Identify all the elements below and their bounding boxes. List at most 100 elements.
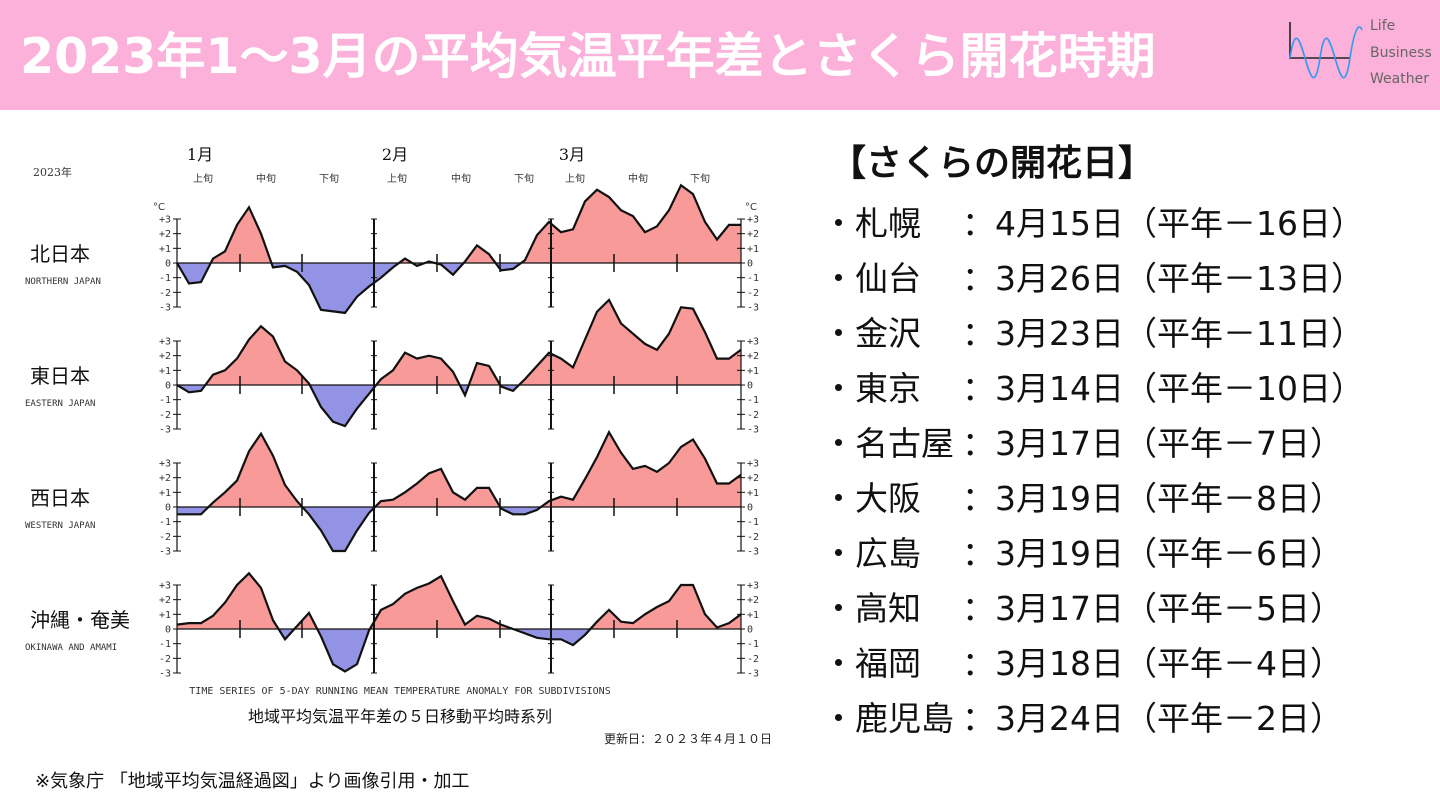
area-positive xyxy=(177,573,741,629)
y-tick-label: 0 xyxy=(747,625,753,636)
y-tick-label: +3 xyxy=(159,459,171,470)
y-tick-label: +1 xyxy=(159,244,171,255)
y-tick-label: -3 xyxy=(159,425,171,436)
caption-en: TIME SERIES OF 5-DAY RUNNING MEAN TEMPER… xyxy=(189,686,610,697)
area-negative xyxy=(177,385,741,427)
caption-ja: 地域平均気温平年差の５日移動平均時系列 xyxy=(248,707,552,726)
y-tick-label: +3 xyxy=(747,215,759,226)
y-tick-label: +1 xyxy=(159,366,171,377)
y-tick-label: +3 xyxy=(159,337,171,348)
logo-text: Weather xyxy=(1370,71,1429,87)
y-unit: °C xyxy=(745,202,757,213)
y-tick-label: +3 xyxy=(747,581,759,592)
y-tick-label: +1 xyxy=(747,366,759,377)
city-name: ・広島 xyxy=(822,534,921,573)
y-tick-label: +2 xyxy=(747,595,759,606)
y-tick-label: 0 xyxy=(747,259,753,270)
y-tick-label: 0 xyxy=(165,625,171,636)
y-tick-label: -1 xyxy=(159,395,171,406)
y-tick-label: -1 xyxy=(747,273,759,284)
anomaly-line xyxy=(177,429,742,553)
month-label: 1月 xyxy=(187,145,213,164)
y-tick-label: -1 xyxy=(747,395,759,406)
y-tick-label: -1 xyxy=(747,517,759,528)
y-tick-label: -1 xyxy=(159,517,171,528)
region-name-en: WESTERN JAPAN xyxy=(25,521,95,531)
region-name-en: NORTHERN JAPAN xyxy=(25,277,101,287)
y-tick-label: -2 xyxy=(747,410,759,421)
y-tick-label: +3 xyxy=(159,581,171,592)
footnote: ※気象庁 「地域平均気温経過図」より画像引用・加工 xyxy=(35,771,469,792)
y-tick-label: +1 xyxy=(159,488,171,499)
y-tick-label: -3 xyxy=(747,547,759,558)
y-tick-label: -3 xyxy=(159,303,171,314)
period-label: 下旬 xyxy=(690,172,710,185)
city-name: ・大阪 xyxy=(822,479,921,518)
y-tick-label: +3 xyxy=(747,337,759,348)
y-tick-label: +1 xyxy=(747,488,759,499)
city-name: ・鹿児島 xyxy=(822,699,954,738)
y-tick-label: 0 xyxy=(165,381,171,392)
area-positive xyxy=(177,432,741,507)
period-label: 中旬 xyxy=(256,172,276,185)
anomaly-line xyxy=(176,183,741,315)
y-tick-label: 0 xyxy=(165,259,171,270)
period-label: 上旬 xyxy=(565,172,585,185)
region-name: 西日本 xyxy=(30,486,90,510)
period-label: 上旬 xyxy=(387,172,407,185)
y-tick-label: -1 xyxy=(159,639,171,650)
y-tick-label: -2 xyxy=(159,532,171,543)
y-tick-label: -2 xyxy=(747,288,759,299)
area-negative xyxy=(177,263,741,313)
y-tick-label: +2 xyxy=(747,229,759,240)
bloom-date: ：3月19日（平年－8日） xyxy=(962,479,1343,518)
city-name: ・高知 xyxy=(822,589,921,628)
bloom-date: ：3月24日（平年－2日） xyxy=(962,699,1343,738)
city-name: ・金沢 xyxy=(822,314,921,353)
y-tick-label: +2 xyxy=(747,351,759,362)
area-negative xyxy=(177,507,741,551)
area-positive xyxy=(177,299,741,385)
city-name: ・仙台 xyxy=(822,259,921,298)
month-label: 3月 xyxy=(559,145,585,164)
y-unit: °C xyxy=(153,202,165,213)
y-tick-label: -3 xyxy=(159,547,171,558)
logo-icon xyxy=(1289,22,1363,79)
city-name: ・福岡 xyxy=(822,644,921,683)
update-date: 更新日：２０２３年４月１０日 xyxy=(604,731,772,746)
y-tick-label: -3 xyxy=(747,303,759,314)
bloom-date: ：3月19日（平年－6日） xyxy=(962,534,1343,573)
y-tick-label: +1 xyxy=(159,610,171,621)
period-label: 中旬 xyxy=(628,172,648,185)
bloom-date: ：4月15日（平年－16日） xyxy=(962,204,1364,243)
y-tick-label: -2 xyxy=(747,532,759,543)
y-tick-label: -3 xyxy=(159,669,171,680)
logo-text: Life xyxy=(1370,18,1395,34)
y-tick-label: -1 xyxy=(159,273,171,284)
region-name: 北日本 xyxy=(30,242,90,266)
bloom-date: ：3月17日（平年－5日） xyxy=(962,589,1343,628)
region-name-en: EASTERN JAPAN xyxy=(25,399,95,409)
y-tick-label: 0 xyxy=(747,381,753,392)
city-name: ・東京 xyxy=(822,369,921,408)
y-tick-label: +2 xyxy=(159,229,171,240)
anomaly-line xyxy=(176,571,742,673)
bloom-date: ：3月17日（平年－7日） xyxy=(962,424,1343,463)
bloom-date: ：3月26日（平年－13日） xyxy=(962,259,1364,298)
region-name-en: OKINAWA AND AMAMI xyxy=(25,643,117,653)
y-tick-label: -1 xyxy=(747,639,759,650)
y-tick-label: 0 xyxy=(165,503,171,514)
region-name: 東日本 xyxy=(30,364,90,388)
region-name: 沖縄・奄美 xyxy=(30,608,130,632)
y-tick-label: +2 xyxy=(159,351,171,362)
y-tick-label: -2 xyxy=(159,410,171,421)
y-tick-label: +3 xyxy=(159,215,171,226)
year-label: 2023年 xyxy=(33,165,72,179)
city-name: ・名古屋 xyxy=(822,424,954,463)
y-tick-label: -3 xyxy=(747,425,759,436)
y-tick-label: -3 xyxy=(747,669,759,680)
y-tick-label: +3 xyxy=(747,459,759,470)
logo-text: Business xyxy=(1370,45,1432,61)
